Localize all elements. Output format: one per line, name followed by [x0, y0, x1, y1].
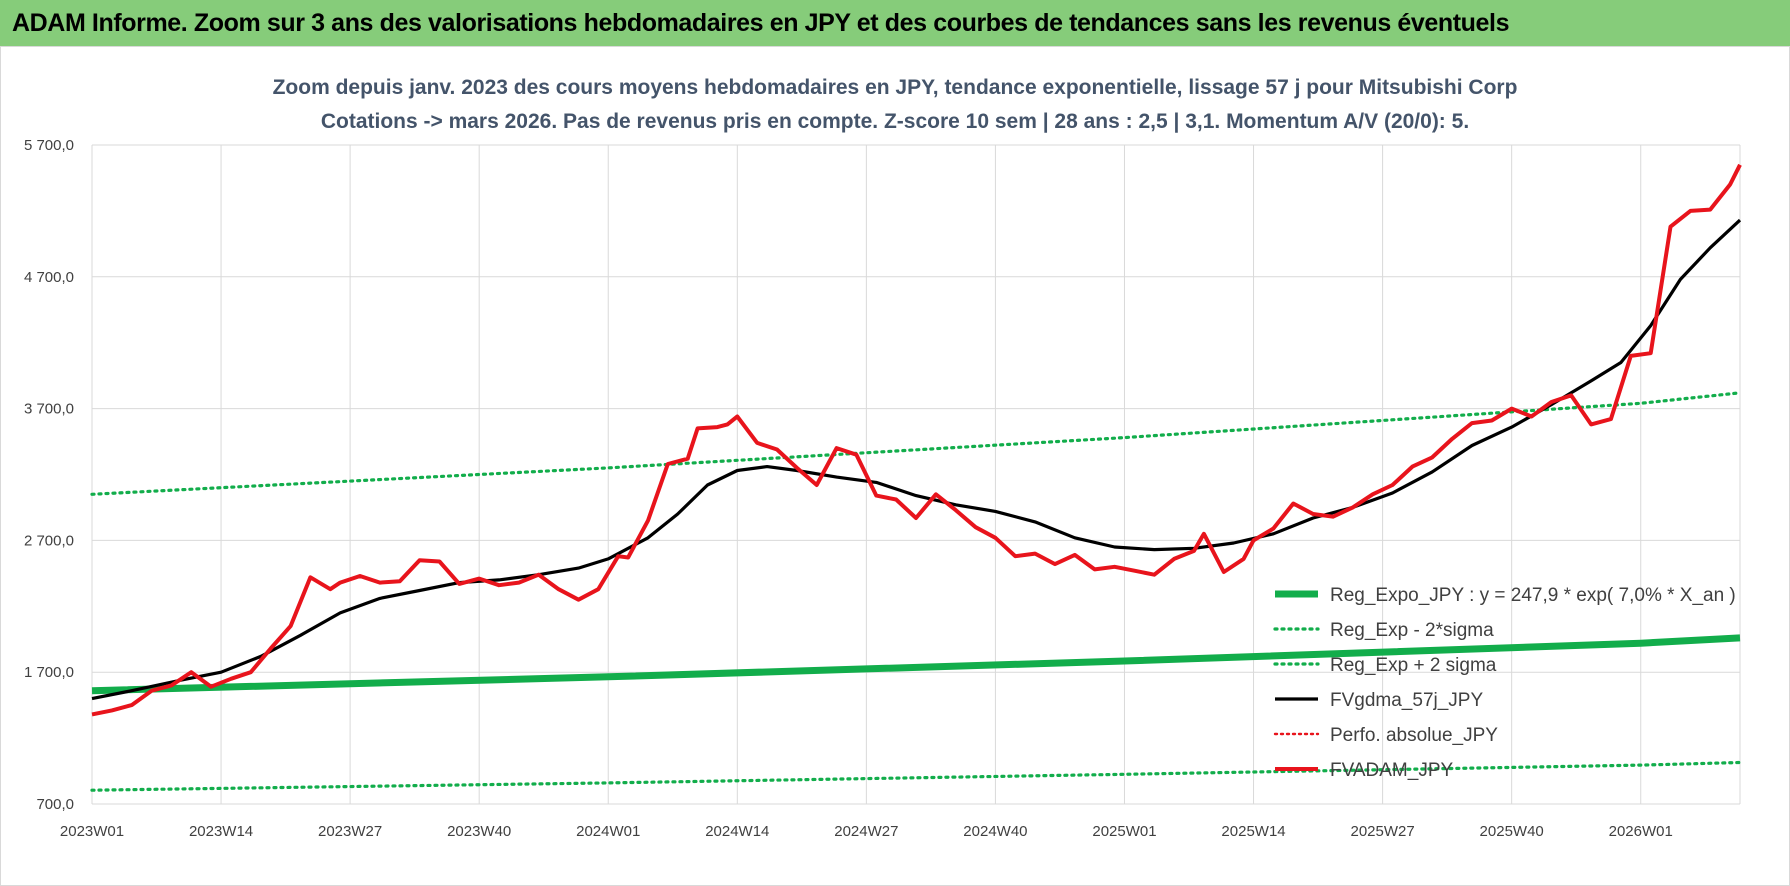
- x-tick-label: 2025W14: [1221, 823, 1285, 840]
- y-tick-label: 3 700,0: [24, 401, 74, 418]
- chart-title-line2: Cotations -> mars 2026. Pas de revenus p…: [321, 110, 1469, 133]
- x-tick-label: 2025W27: [1350, 823, 1414, 840]
- reg-expo-line: [91, 634, 1741, 695]
- legend-label: FVgdma_57j_JPY: [1330, 690, 1483, 711]
- banner-title: ADAM Informe. Zoom sur 3 ans des valoris…: [12, 8, 1510, 37]
- reg-plus-2sigma-line: [90, 391, 1742, 496]
- legend: Reg_Expo_JPY : y = 247,9 * exp( 7,0% * X…: [1273, 585, 1736, 781]
- x-tick-label: 2025W40: [1480, 823, 1544, 840]
- reg-minus-2sigma-line: [90, 760, 1742, 792]
- axis-ticks: 700,0 1 700,0 2 700,0 3 700,0 4 700,0 5 700,0…: [24, 137, 1673, 840]
- fvgdma-line: [91, 218, 1742, 701]
- gridlines: [91, 144, 1741, 805]
- y-tick-label: 5 700,0: [24, 137, 74, 154]
- y-tick-label: 2 700,0: [24, 532, 74, 549]
- legend-label: FVADAM_JPY: [1330, 760, 1454, 781]
- report-banner: ADAM Informe. Zoom sur 3 ans des valoris…: [0, 0, 1790, 46]
- x-tick-label: 2026W01: [1609, 823, 1673, 840]
- x-tick-label: 2024W14: [705, 823, 769, 840]
- series-lines: [90, 163, 1742, 792]
- y-tick-label: 700,0: [36, 796, 74, 813]
- x-tick-label: 2023W14: [189, 823, 253, 840]
- x-tick-label: 2024W27: [834, 823, 898, 840]
- x-tick-label: 2023W27: [318, 823, 382, 840]
- legend-label: Perfo. absolue_JPY: [1330, 725, 1498, 746]
- y-tick-label: 1 700,0: [24, 664, 74, 681]
- x-tick-label: 2023W01: [60, 823, 124, 840]
- legend-label: Reg_Exp - 2*sigma: [1330, 620, 1494, 641]
- y-tick-label: 4 700,0: [24, 269, 74, 286]
- x-tick-label: 2024W01: [576, 823, 640, 840]
- x-tick-label: 2023W40: [447, 823, 511, 840]
- x-tick-label: 2024W40: [963, 823, 1027, 840]
- chart-title-line1: Zoom depuis janv. 2023 des cours moyens …: [273, 76, 1518, 99]
- fvadam-line: [91, 163, 1742, 717]
- x-tick-label: 2025W01: [1092, 823, 1156, 840]
- legend-label: Reg_Expo_JPY : y = 247,9 * exp( 7,0% * X…: [1330, 585, 1736, 606]
- legend-label: Reg_Exp + 2 sigma: [1330, 655, 1497, 676]
